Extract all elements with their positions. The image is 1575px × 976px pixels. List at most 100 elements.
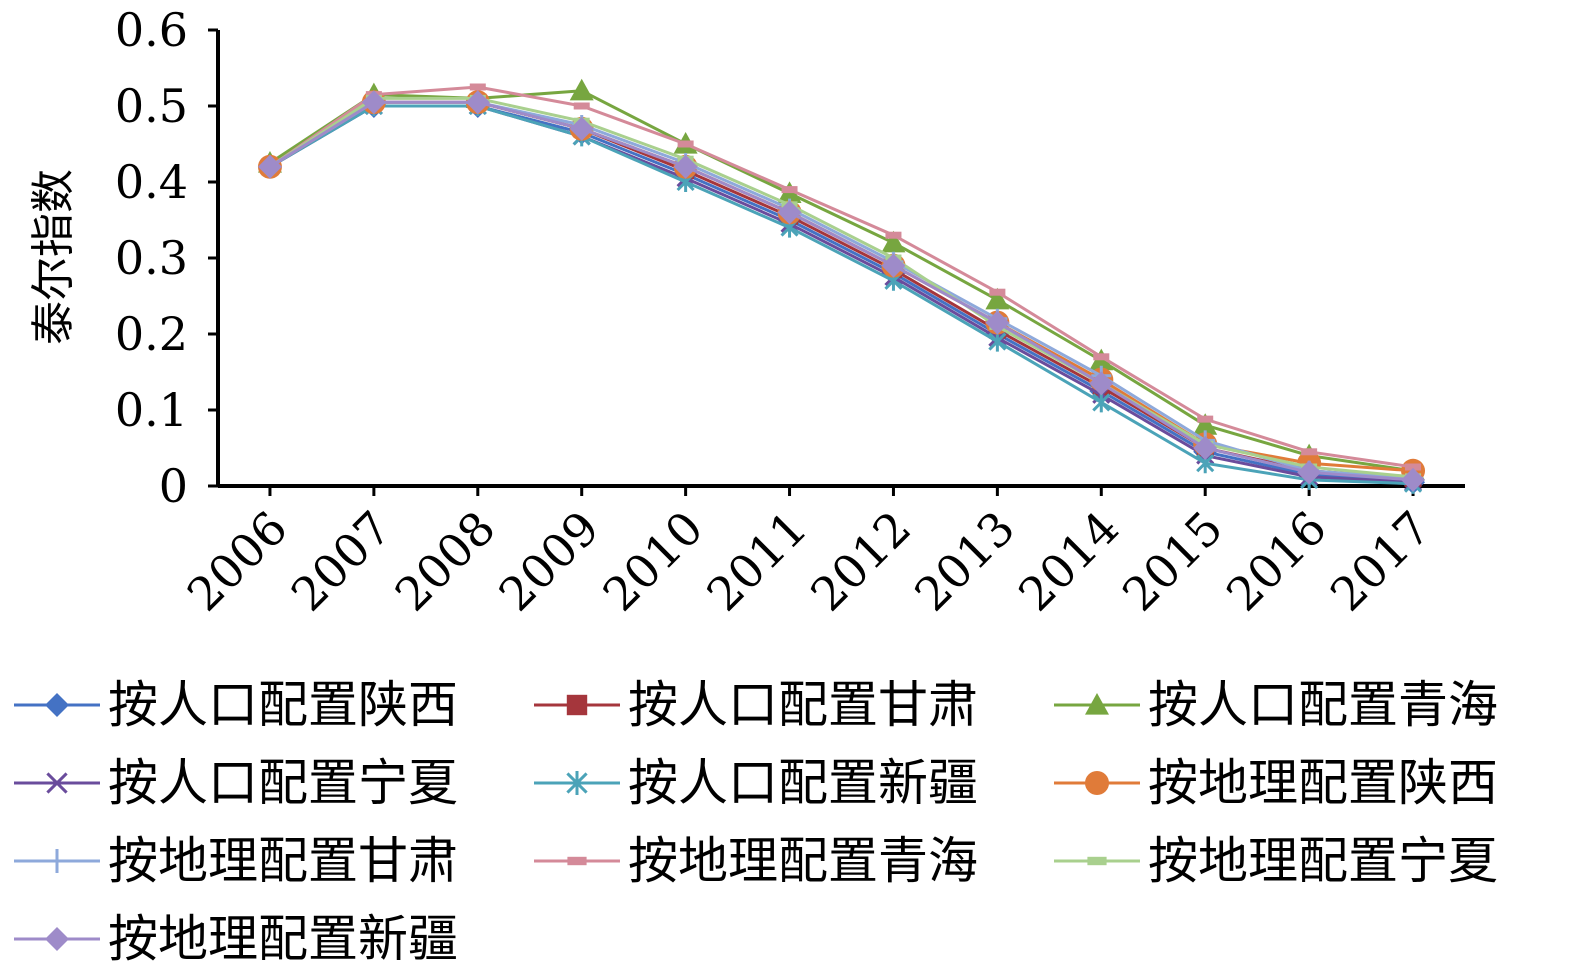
y-tick-label: 0 bbox=[159, 459, 188, 513]
y-tick-label: 0.5 bbox=[115, 79, 188, 133]
legend-swatch bbox=[1054, 771, 1140, 795]
legend-swatch bbox=[14, 927, 100, 951]
data-point bbox=[469, 83, 486, 91]
series-line bbox=[269, 100, 1414, 480]
data-point bbox=[569, 116, 594, 141]
legend-item: 按人口配置陕西 bbox=[12, 670, 458, 740]
legend-item: 按地理配置甘肃 bbox=[12, 826, 458, 896]
legend-label: 按地理配置甘肃 bbox=[108, 832, 458, 890]
legend-item: 按人口配置宁夏 bbox=[12, 748, 458, 818]
series-line bbox=[269, 100, 1414, 482]
legend-item: 按地理配置陕西 bbox=[1052, 748, 1498, 818]
legend-swatch bbox=[14, 849, 100, 873]
legend-item: 按地理配置宁夏 bbox=[1052, 826, 1498, 896]
legend-swatch bbox=[1054, 693, 1140, 715]
legend-swatch bbox=[534, 694, 620, 716]
x-tick-label: 2017 bbox=[1320, 501, 1441, 622]
data-point bbox=[781, 186, 798, 194]
legend-swatch bbox=[534, 856, 620, 866]
series-line bbox=[269, 104, 1414, 484]
data-point bbox=[1092, 392, 1111, 413]
data-point bbox=[1197, 415, 1214, 423]
legend-label: 按地理配置新疆 bbox=[108, 910, 458, 968]
data-point bbox=[1297, 460, 1322, 485]
data-point bbox=[569, 78, 594, 101]
data-point bbox=[985, 287, 1010, 310]
legend-label: 按人口配置青海 bbox=[1148, 676, 1498, 734]
y-tick-label: 0.2 bbox=[115, 307, 188, 361]
data-point bbox=[45, 927, 69, 951]
data-point bbox=[46, 772, 68, 794]
series-line bbox=[269, 100, 1414, 480]
y-axis-label: 泰尔指数 bbox=[28, 169, 79, 345]
data-point bbox=[1087, 856, 1107, 866]
data-point bbox=[1085, 771, 1109, 795]
legend-label: 按人口配置宁夏 bbox=[108, 754, 458, 812]
legend-swatch bbox=[14, 772, 100, 794]
data-point bbox=[573, 102, 590, 110]
x-tick-label: 2013 bbox=[904, 501, 1025, 622]
data-point bbox=[881, 253, 906, 278]
data-point bbox=[1085, 693, 1109, 715]
data-point bbox=[1093, 353, 1110, 361]
x-tick-label: 2015 bbox=[1112, 501, 1233, 622]
series-line bbox=[269, 96, 1414, 479]
x-tick-label: 2016 bbox=[1216, 501, 1337, 622]
legend-item: 按地理配置新疆 bbox=[12, 904, 458, 974]
x-tick-label: 2009 bbox=[489, 501, 610, 622]
x-tick-label: 2007 bbox=[281, 501, 402, 622]
y-tick-label: 0.4 bbox=[115, 155, 188, 209]
y-tick-label: 0.6 bbox=[115, 3, 188, 57]
series-line bbox=[269, 100, 1414, 473]
data-point bbox=[1193, 413, 1218, 435]
legend-label: 按人口配置新疆 bbox=[628, 754, 978, 812]
series-8 bbox=[261, 83, 1422, 471]
data-point bbox=[989, 288, 1006, 296]
data-point bbox=[566, 694, 588, 716]
data-point bbox=[881, 230, 906, 253]
legend-label: 按地理配置青海 bbox=[628, 832, 978, 890]
series-line bbox=[269, 104, 1414, 486]
legend-item: 按人口配置青海 bbox=[1052, 670, 1498, 740]
series-2 bbox=[261, 93, 1422, 487]
legend-label: 按地理配置陕西 bbox=[1148, 754, 1498, 812]
series-10 bbox=[257, 90, 1426, 492]
legend-item: 按人口配置甘肃 bbox=[532, 670, 978, 740]
data-point bbox=[777, 200, 802, 225]
legend-label: 按人口配置陕西 bbox=[108, 676, 458, 734]
legend-label: 按人口配置甘肃 bbox=[628, 676, 978, 734]
data-point bbox=[673, 154, 698, 179]
series-line bbox=[269, 85, 1414, 469]
data-point bbox=[1401, 467, 1426, 492]
x-tick-label: 2012 bbox=[800, 501, 921, 622]
x-tick-label: 2014 bbox=[1008, 501, 1129, 622]
series-6 bbox=[257, 90, 1426, 483]
y-tick-label: 0.3 bbox=[115, 231, 188, 285]
series-5 bbox=[260, 96, 1423, 494]
legend-label: 按地理配置宁夏 bbox=[1148, 832, 1498, 890]
data-point bbox=[567, 856, 587, 866]
x-tick-label: 2006 bbox=[177, 501, 298, 622]
legend-item: 按人口配置新疆 bbox=[532, 748, 978, 818]
data-point bbox=[885, 231, 902, 239]
legend-item: 按地理配置青海 bbox=[532, 826, 978, 896]
x-tick-label: 2008 bbox=[385, 501, 506, 622]
data-point bbox=[45, 693, 69, 717]
data-point bbox=[985, 310, 1010, 335]
series-line bbox=[269, 104, 1414, 484]
data-point bbox=[988, 331, 1007, 352]
y-tick-label: 0.1 bbox=[115, 383, 188, 437]
data-point bbox=[1193, 436, 1218, 460]
data-point bbox=[677, 140, 694, 148]
series-line bbox=[269, 89, 1414, 473]
x-tick-label: 2010 bbox=[592, 501, 713, 622]
data-point bbox=[1405, 463, 1422, 471]
data-point bbox=[465, 90, 490, 115]
data-point bbox=[1301, 448, 1318, 456]
data-point bbox=[257, 154, 282, 179]
series-layer bbox=[257, 78, 1426, 495]
series-9 bbox=[261, 94, 1422, 481]
legend-swatch bbox=[14, 693, 100, 717]
data-point bbox=[361, 90, 386, 115]
